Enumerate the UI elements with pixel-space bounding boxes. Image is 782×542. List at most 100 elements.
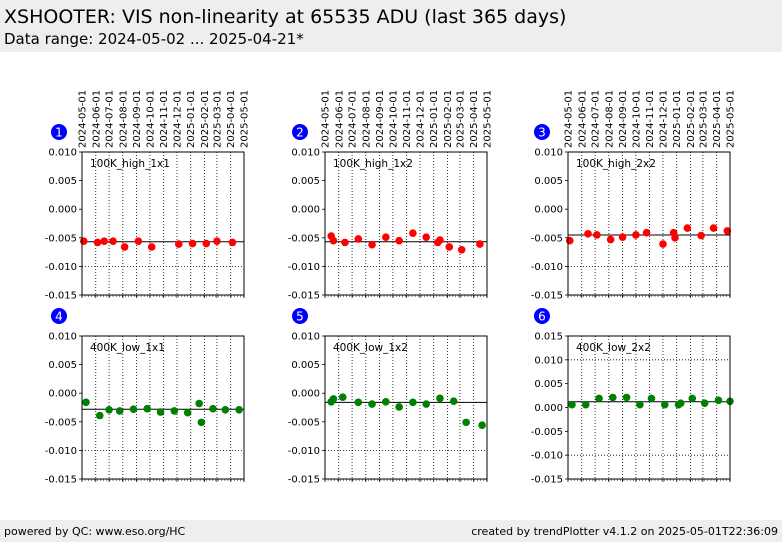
chart-panel-5: 0.010 0.005 0.000 -0.005 -0.010 -0.015 400K_lo…	[288, 308, 488, 486]
x-tick-label: 2024-06-01	[334, 90, 345, 148]
y-tick-label: -0.010	[288, 446, 320, 457]
x-tick-label: 2024-08-01	[118, 90, 129, 148]
y-tick-label: -0.015	[45, 475, 77, 486]
panel-number-badge	[51, 124, 67, 140]
x-tick-label: 2025-02-01	[686, 90, 697, 148]
panel-label: 100K_high_2x2	[576, 158, 656, 170]
data-point	[476, 240, 484, 248]
x-tick-label: 2024-07-01	[591, 90, 602, 148]
plot-area	[568, 336, 730, 479]
y-tick-label: -0.015	[288, 475, 320, 486]
data-point	[409, 398, 417, 407]
panel-number-label: 2	[296, 126, 304, 140]
data-point	[676, 399, 685, 408]
data-point	[671, 234, 679, 242]
data-point	[618, 233, 627, 242]
data-point	[622, 393, 631, 402]
data-point	[462, 418, 470, 427]
x-tick-label: 2025-01-01	[186, 90, 197, 148]
x-tick-label: 2024-11-01	[159, 90, 170, 148]
data-point	[341, 238, 349, 247]
data-point	[382, 397, 390, 406]
data-point	[445, 243, 454, 251]
x-tick-label: 2025-04-01	[712, 90, 723, 148]
data-point	[188, 239, 197, 248]
y-tick-label: 0.010	[291, 332, 320, 343]
footer-credit: powered by QC: www.eso.org/HC	[4, 525, 186, 538]
data-point	[109, 237, 117, 246]
data-point	[436, 394, 444, 403]
y-tick-label: 0.000	[291, 389, 320, 400]
page-title: XSHOOTER: VIS non-linearity at 65535 ADU…	[4, 6, 567, 28]
data-point	[235, 405, 243, 414]
data-point	[636, 400, 644, 409]
data-point	[436, 236, 444, 244]
y-tick-label: -0.005	[531, 427, 563, 438]
chart-panel-3: 2024-05-01 2024-06-01 2024-07-01 2024-08-01…	[531, 90, 737, 302]
x-tick-label: 2024-05-01	[78, 90, 89, 148]
y-tick-label: 0.005	[534, 379, 563, 390]
data-point	[632, 231, 640, 239]
x-tick-label: 2025-04-01	[469, 90, 480, 148]
data-point	[354, 398, 363, 407]
x-tick-label: 2024-10-01	[631, 90, 642, 148]
x-tick-label: 2024-12-01	[172, 90, 183, 148]
x-tick-label: 2024-07-01	[348, 90, 359, 148]
x-tick-label: 2025-01-01	[672, 90, 683, 148]
panel-number-badge	[534, 124, 550, 140]
y-tick-label: -0.005	[288, 417, 320, 428]
panel-number-badge	[534, 308, 550, 324]
data-point	[688, 394, 697, 403]
footer-version: created by trendPlotter v4.1.2 on 2025-0…	[471, 525, 778, 538]
x-tick-label: 2024-10-01	[388, 90, 399, 148]
data-point	[568, 400, 576, 409]
plot-frame	[567, 335, 731, 480]
footer-bar: powered by QC: www.eso.org/HC created by…	[0, 520, 782, 542]
x-tick-label: 2025-03-01	[455, 90, 466, 148]
data-point	[659, 240, 667, 248]
data-point	[395, 403, 403, 411]
data-point	[457, 246, 466, 254]
y-tick-label: 0.000	[291, 205, 320, 216]
data-point	[183, 408, 192, 417]
y-tick-label: 0.010	[534, 355, 563, 366]
data-point	[606, 235, 615, 244]
y-tick-label: 0.005	[291, 176, 320, 187]
data-point	[134, 237, 143, 246]
x-tick-label: 2024-06-01	[577, 90, 588, 148]
data-point	[581, 400, 590, 409]
y-tick-label: 0.005	[534, 176, 563, 187]
x-tick-label: 2025-05-01	[483, 90, 494, 148]
x-tick-label: 2025-03-01	[212, 90, 223, 148]
chart-panel-4: 0.010 0.005 0.000 -0.005 -0.010 -0.015 400K_lo…	[45, 308, 245, 486]
data-point	[338, 393, 347, 402]
data-point	[422, 400, 430, 408]
data-point	[714, 396, 723, 405]
data-point	[368, 240, 376, 249]
x-tick-label: 2024-10-01	[145, 90, 156, 148]
x-tick-label: 2024-08-01	[604, 90, 615, 148]
data-point	[202, 239, 211, 248]
y-tick-label: -0.005	[45, 417, 77, 428]
y-tick-label: -0.010	[45, 446, 77, 457]
x-tick-label: 2024-11-01	[645, 90, 656, 148]
data-point	[82, 398, 90, 407]
data-point	[595, 394, 603, 403]
panel-number-badge	[292, 308, 308, 324]
plot-area	[325, 152, 487, 295]
data-point	[156, 408, 165, 416]
data-point	[593, 231, 601, 239]
y-tick-label: 0.000	[534, 205, 563, 216]
x-tick-label: 2024-05-01	[564, 90, 575, 148]
y-tick-label: -0.015	[45, 291, 77, 302]
x-tick-label: 2024-05-01	[321, 90, 332, 148]
x-tick-label: 2024-08-01	[361, 90, 372, 148]
data-point	[382, 233, 390, 242]
y-tick-label: 0.010	[48, 332, 77, 343]
data-point	[221, 405, 230, 414]
header-bar: XSHOOTER: VIS non-linearity at 65535 ADU…	[0, 0, 782, 52]
data-point	[723, 227, 732, 235]
data-point	[147, 243, 156, 251]
data-point	[105, 405, 113, 414]
plot-frame	[324, 335, 488, 480]
